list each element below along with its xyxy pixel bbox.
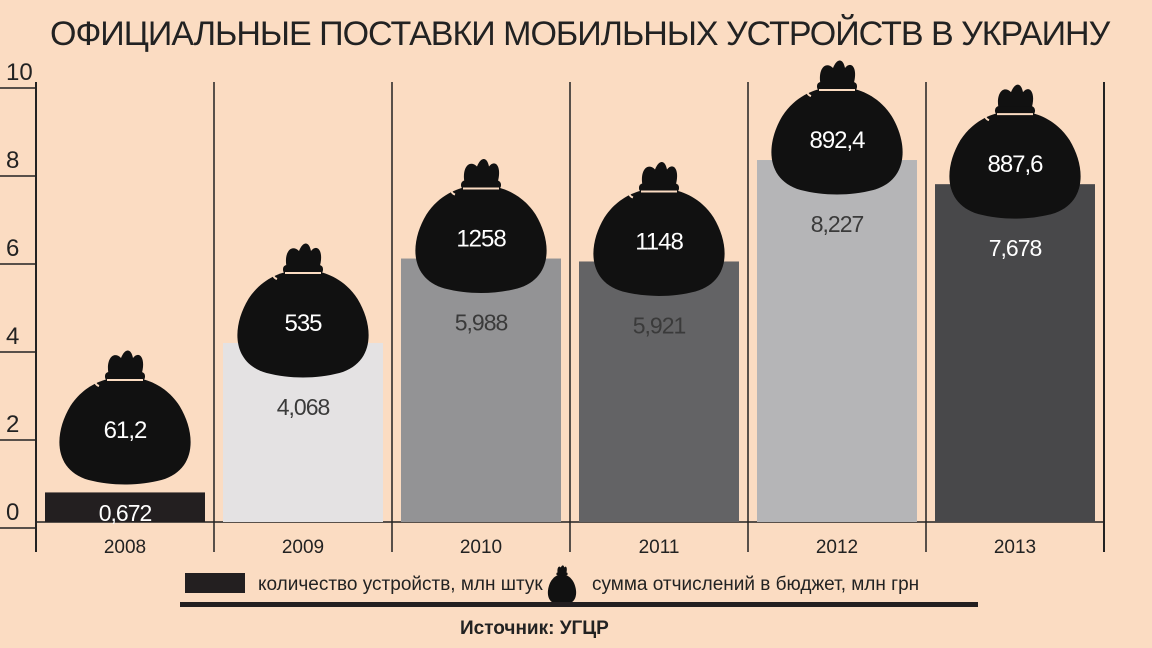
y-tick-label: 8 xyxy=(6,147,19,174)
bar xyxy=(579,261,739,522)
x-tick-label: 2011 xyxy=(639,537,680,558)
x-ticks: 2008 2009 2010 2011 2012 2013 xyxy=(104,537,1036,558)
source-note: Источник: УГЦР xyxy=(460,618,609,639)
chart-title: ОФИЦИАЛЬНЫЕ ПОСТАВКИ МОБИЛЬНЫХ УСТРОЙСТВ… xyxy=(50,15,1111,53)
x-tick-label: 2009 xyxy=(282,537,324,558)
x-tick-label: 2012 xyxy=(816,537,858,558)
budget-value-label: 1258 xyxy=(456,226,506,253)
y-tick-label: 2 xyxy=(6,411,19,438)
legend: количество устройств, млн штук сумма отч… xyxy=(180,565,978,607)
money-bags: 61,2 535 1258 1148 892,4 887,6 xyxy=(59,60,1081,485)
bar xyxy=(45,492,205,522)
money-bag-icon: 892,4 xyxy=(771,60,903,195)
bar-value-label: 5,988 xyxy=(455,310,508,336)
budget-value-label: 892,4 xyxy=(809,127,865,154)
bar xyxy=(935,184,1095,522)
budget-value-label: 61,2 xyxy=(104,417,147,444)
bar xyxy=(401,258,561,522)
y-tick-label: 6 xyxy=(6,235,19,262)
bar-value-label: 4,068 xyxy=(277,394,330,420)
budget-value-label: 1148 xyxy=(635,228,683,255)
x-tick-label: 2010 xyxy=(460,537,502,558)
y-tick-label: 4 xyxy=(6,323,19,350)
money-bag-icon: 61,2 xyxy=(59,350,191,485)
legend-label-budget: сумма отчислений в бюджет, млн грн xyxy=(592,574,919,595)
y-tick-label: 10 xyxy=(6,59,33,86)
legend-label-devices: количество устройств, млн штук xyxy=(258,574,543,595)
money-bag-icon: 887,6 xyxy=(949,84,1081,219)
bar xyxy=(757,160,917,522)
x-tick-label: 2008 xyxy=(104,537,146,558)
bar-value-label: 0,672 xyxy=(99,500,152,526)
bar-value-label: 8,227 xyxy=(811,211,864,237)
money-bag-icon: 1258 xyxy=(415,159,547,294)
y-ticks: 0 2 4 6 8 10 xyxy=(0,59,36,529)
legend-swatch-devices xyxy=(185,573,245,593)
legend-underline xyxy=(180,602,978,607)
bar-value-label: 7,678 xyxy=(989,235,1042,261)
money-bag-icon: 1148 xyxy=(593,161,725,296)
year-separators xyxy=(213,82,927,552)
bars: 0,672 4,068 5,988 5,921 8,227 7,678 xyxy=(45,160,1095,526)
money-bag-icon xyxy=(547,565,577,605)
x-tick-label: 2013 xyxy=(994,537,1036,558)
budget-value-label: 535 xyxy=(284,310,322,337)
y-tick-label: 0 xyxy=(6,499,19,526)
budget-value-label: 887,6 xyxy=(987,151,1043,178)
bar-value-label: 5,921 xyxy=(633,312,686,338)
money-bag-icon: 535 xyxy=(237,243,369,378)
